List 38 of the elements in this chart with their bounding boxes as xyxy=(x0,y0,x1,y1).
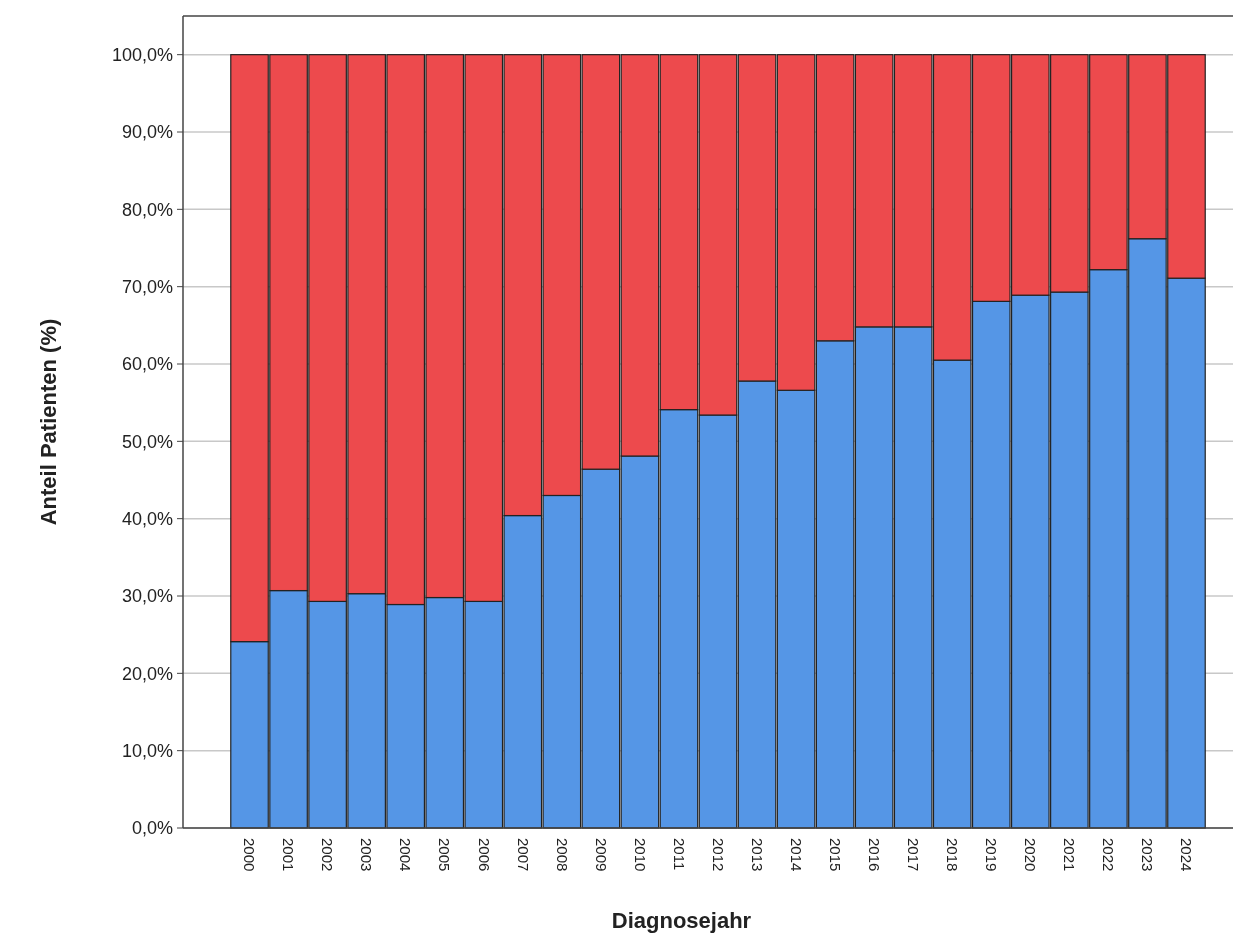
x-tick-label: 2019 xyxy=(983,838,1001,872)
x-tick-label: 2009 xyxy=(592,838,610,872)
y-tick-label: 90,0% xyxy=(121,122,173,143)
x-tick-label: 2014 xyxy=(787,838,805,872)
x-tick-label: 2007 xyxy=(514,838,532,872)
y-tick-label: 40,0% xyxy=(121,508,173,529)
x-tick-label: 2024 xyxy=(1178,838,1196,872)
x-tick-label: 2018 xyxy=(943,838,961,872)
x-tick-label: 2011 xyxy=(670,838,688,871)
x-tick-label: 2005 xyxy=(436,838,454,872)
x-tick-label: 2023 xyxy=(1139,838,1157,872)
y-tick-label: 100,0% xyxy=(111,44,173,65)
y-tick-label: 20,0% xyxy=(121,663,173,684)
x-tick-label: 2004 xyxy=(397,838,415,872)
x-tick-label: 2020 xyxy=(1022,838,1040,872)
x-tick-label: 2006 xyxy=(475,838,493,872)
x-tick-label: 2015 xyxy=(826,838,844,872)
x-tick-label: 2000 xyxy=(241,838,259,872)
y-tick-label: 10,0% xyxy=(121,740,173,761)
y-tick-label: 50,0% xyxy=(121,431,173,452)
x-tick-label: 2010 xyxy=(631,838,649,872)
y-tick-label: 30,0% xyxy=(121,586,173,607)
x-axis-title: Diagnosejahr xyxy=(611,908,752,933)
x-tick-label: 2017 xyxy=(904,838,922,872)
x-tick-label: 2012 xyxy=(709,838,727,872)
y-tick-label: 60,0% xyxy=(121,354,173,375)
y-tick-label: 0,0% xyxy=(131,818,173,839)
x-tick-label: 2001 xyxy=(280,838,298,872)
x-tick-label: 2003 xyxy=(358,838,376,872)
y-tick-label: 80,0% xyxy=(121,199,173,220)
x-tick-label: 2016 xyxy=(865,838,883,872)
y-tick-label: 70,0% xyxy=(121,276,173,297)
x-tick-label: 2021 xyxy=(1061,838,1079,872)
y-axis-title: Anteil Patienten (%) xyxy=(35,318,61,526)
x-tick-label: 2013 xyxy=(748,838,766,872)
x-tick-label: 2002 xyxy=(319,838,337,872)
x-tick-label: 2022 xyxy=(1100,838,1118,872)
x-tick-label: 2008 xyxy=(553,838,571,872)
